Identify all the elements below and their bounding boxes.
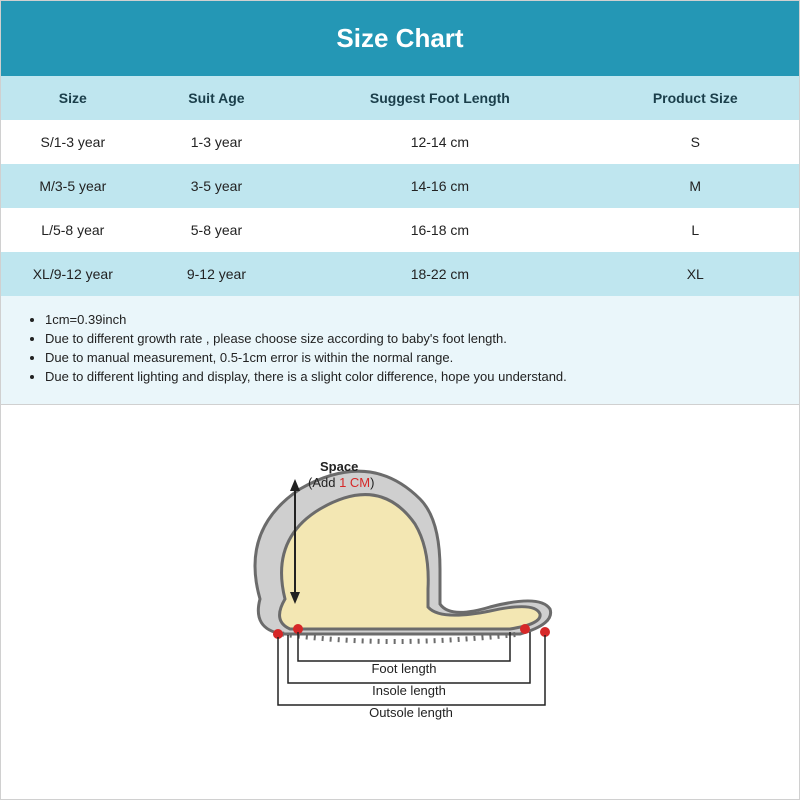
col-product-size: Product Size — [592, 76, 800, 120]
note-item: Due to different lighting and display, t… — [45, 369, 775, 384]
cell-suit-age: 3-5 year — [145, 164, 289, 208]
space-label: Space — [320, 459, 358, 474]
diagram-wrap: Space (Add 1 CM) Foot length Insole leng… — [1, 405, 799, 729]
cell-product-size: M — [592, 164, 800, 208]
foot-diagram-icon: Space (Add 1 CM) Foot length Insole leng… — [190, 429, 610, 729]
table-row: XL/9-12 year 9-12 year 18-22 cm XL — [1, 252, 799, 296]
cell-suit-age: 9-12 year — [145, 252, 289, 296]
note-item: Due to manual measurement, 0.5-1cm error… — [45, 350, 775, 365]
table-row: S/1-3 year 1-3 year 12-14 cm S — [1, 120, 799, 164]
space-sub-label: (Add 1 CM) — [308, 475, 374, 490]
foot-length-bracket-icon — [298, 632, 510, 661]
size-table: Size Suit Age Suggest Foot Length Produc… — [1, 76, 799, 296]
cell-suit-age: 1-3 year — [145, 120, 289, 164]
cell-size: S/1-3 year — [1, 120, 145, 164]
note-item: Due to different growth rate , please ch… — [45, 331, 775, 346]
cell-product-size: S — [592, 120, 800, 164]
foot-length-label: Foot length — [371, 661, 436, 676]
table-row: M/3-5 year 3-5 year 14-16 cm M — [1, 164, 799, 208]
col-foot-length: Suggest Foot Length — [288, 76, 591, 120]
arrowhead-icon — [290, 479, 300, 491]
col-size: Size — [1, 76, 145, 120]
cell-product-size: L — [592, 208, 800, 252]
cell-size: XL/9-12 year — [1, 252, 145, 296]
marker-icon — [520, 624, 530, 634]
cell-product-size: XL — [592, 252, 800, 296]
cell-foot-length: 14-16 cm — [288, 164, 591, 208]
cell-foot-length: 16-18 cm — [288, 208, 591, 252]
table-header-row: Size Suit Age Suggest Foot Length Produc… — [1, 76, 799, 120]
outsole-length-label: Outsole length — [369, 705, 453, 720]
cell-size: M/3-5 year — [1, 164, 145, 208]
note-item: 1cm=0.39inch — [45, 312, 775, 327]
cell-suit-age: 5-8 year — [145, 208, 289, 252]
page-title: Size Chart — [336, 23, 463, 53]
title-bar: Size Chart — [1, 1, 799, 76]
cell-size: L/5-8 year — [1, 208, 145, 252]
table-row: L/5-8 year 5-8 year 16-18 cm L — [1, 208, 799, 252]
notes-list: 1cm=0.39inch Due to different growth rat… — [1, 296, 799, 405]
cell-foot-length: 12-14 cm — [288, 120, 591, 164]
insole-length-label: Insole length — [372, 683, 446, 698]
col-suit-age: Suit Age — [145, 76, 289, 120]
size-chart-container: Size Chart Size Suit Age Suggest Foot Le… — [0, 0, 800, 800]
cell-foot-length: 18-22 cm — [288, 252, 591, 296]
